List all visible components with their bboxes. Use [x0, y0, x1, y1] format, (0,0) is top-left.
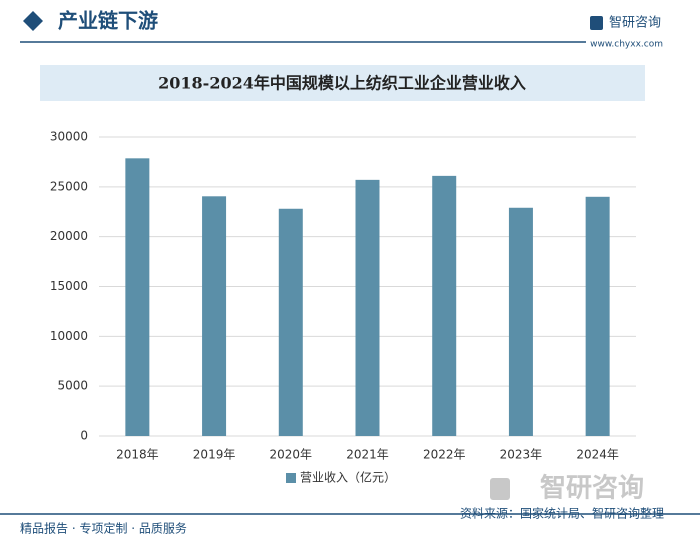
x-tick-label: 2022年	[423, 448, 466, 462]
bar	[585, 196, 610, 436]
legend-label: 营业收入（亿元）	[300, 470, 396, 485]
x-tick-label: 2020年	[270, 448, 313, 462]
legend-swatch	[286, 473, 296, 483]
logo-text: 智研咨询	[609, 16, 661, 31]
watermark-icon	[490, 478, 510, 500]
logo-url: www.chyxx.com	[590, 40, 663, 50]
bar	[508, 207, 533, 436]
y-tick-label: 0	[80, 429, 88, 443]
header-title: 产业链下游	[58, 9, 158, 33]
chart-title: 2018-2024年中国规模以上纺织工业企业营业收入	[158, 74, 526, 93]
x-tick-label: 2021年	[346, 448, 389, 462]
bar	[432, 175, 457, 436]
x-tick-label: 2019年	[193, 448, 236, 462]
logo-icon	[590, 16, 603, 30]
header-icon	[23, 11, 43, 31]
x-tick-label: 2023年	[500, 448, 543, 462]
plot: 0 5000 10000 15000 20000 25000 30000 2018年 2019年…	[50, 130, 636, 485]
footer-source: 资料来源：国家统计局、智研咨询整理	[460, 506, 664, 521]
x-tick-label: 2018年	[116, 448, 159, 462]
y-tick-label: 30000	[50, 130, 88, 144]
bar	[355, 179, 380, 436]
y-tick-label: 10000	[50, 329, 88, 343]
bar	[202, 196, 227, 436]
y-tick-label: 20000	[50, 229, 88, 243]
bar	[125, 158, 150, 436]
y-tick-label: 25000	[50, 179, 88, 193]
title-band	[40, 65, 645, 101]
watermark: 智研咨询	[540, 473, 644, 504]
bar	[278, 208, 303, 436]
y-tick-label: 15000	[50, 279, 88, 293]
y-tick-label: 5000	[57, 379, 88, 393]
footer-left: 精品报告 · 专项定制 · 品质服务	[20, 521, 187, 536]
x-tick-label: 2024年	[576, 448, 619, 462]
